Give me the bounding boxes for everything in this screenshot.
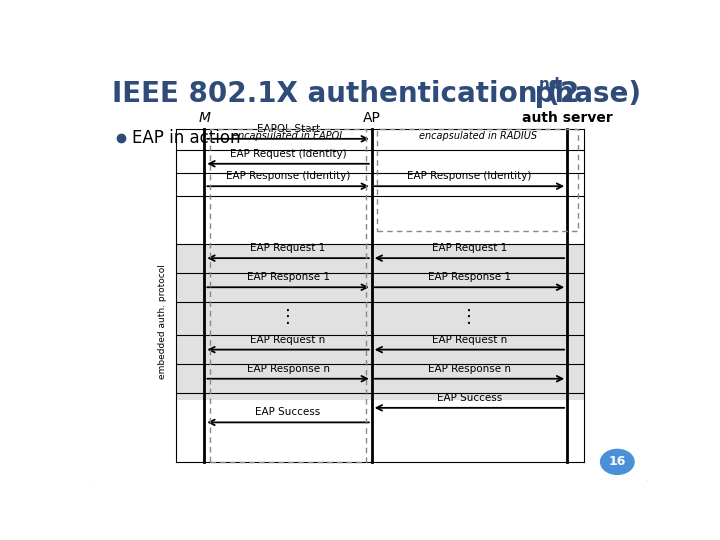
Text: EAP Response (Identity): EAP Response (Identity) xyxy=(226,171,350,181)
Text: EAP Response 1: EAP Response 1 xyxy=(428,272,511,282)
Text: EAP Request 1: EAP Request 1 xyxy=(432,243,507,253)
Text: 16: 16 xyxy=(608,455,626,468)
Text: embedded auth. protocol: embedded auth. protocol xyxy=(158,264,167,379)
Bar xyxy=(176,244,584,400)
Bar xyxy=(210,129,366,462)
Text: EAP Response n: EAP Response n xyxy=(428,364,511,374)
Text: EAP Success: EAP Success xyxy=(437,393,502,403)
Text: EAP Request n: EAP Request n xyxy=(432,335,507,345)
Text: auth server: auth server xyxy=(522,111,613,125)
Text: ⋮: ⋮ xyxy=(279,308,297,326)
Text: EAP in action: EAP in action xyxy=(132,129,240,146)
Text: M: M xyxy=(199,111,210,125)
Text: EAP Request (Identity): EAP Request (Identity) xyxy=(230,149,346,159)
FancyBboxPatch shape xyxy=(87,63,651,483)
Text: EAP Response (Identity): EAP Response (Identity) xyxy=(408,171,531,181)
Text: EAPOL-Start: EAPOL-Start xyxy=(256,124,320,134)
Bar xyxy=(377,129,578,231)
Text: encapsulated in RADIUS: encapsulated in RADIUS xyxy=(419,131,537,141)
Text: EAP Response 1: EAP Response 1 xyxy=(246,272,330,282)
Circle shape xyxy=(600,449,634,474)
Text: phase): phase) xyxy=(525,80,641,109)
Text: EAP Request n: EAP Request n xyxy=(251,335,325,345)
Text: EAP Response n: EAP Response n xyxy=(246,364,330,374)
Text: AP: AP xyxy=(363,111,381,125)
Text: encapsulated in EAPOL: encapsulated in EAPOL xyxy=(232,131,344,141)
Text: ⋮: ⋮ xyxy=(461,308,478,326)
Text: EAP Success: EAP Success xyxy=(256,407,320,417)
Text: EAP Request 1: EAP Request 1 xyxy=(251,243,325,253)
Text: IEEE 802.1X authentication (2: IEEE 802.1X authentication (2 xyxy=(112,80,580,109)
Text: nd: nd xyxy=(539,77,561,92)
